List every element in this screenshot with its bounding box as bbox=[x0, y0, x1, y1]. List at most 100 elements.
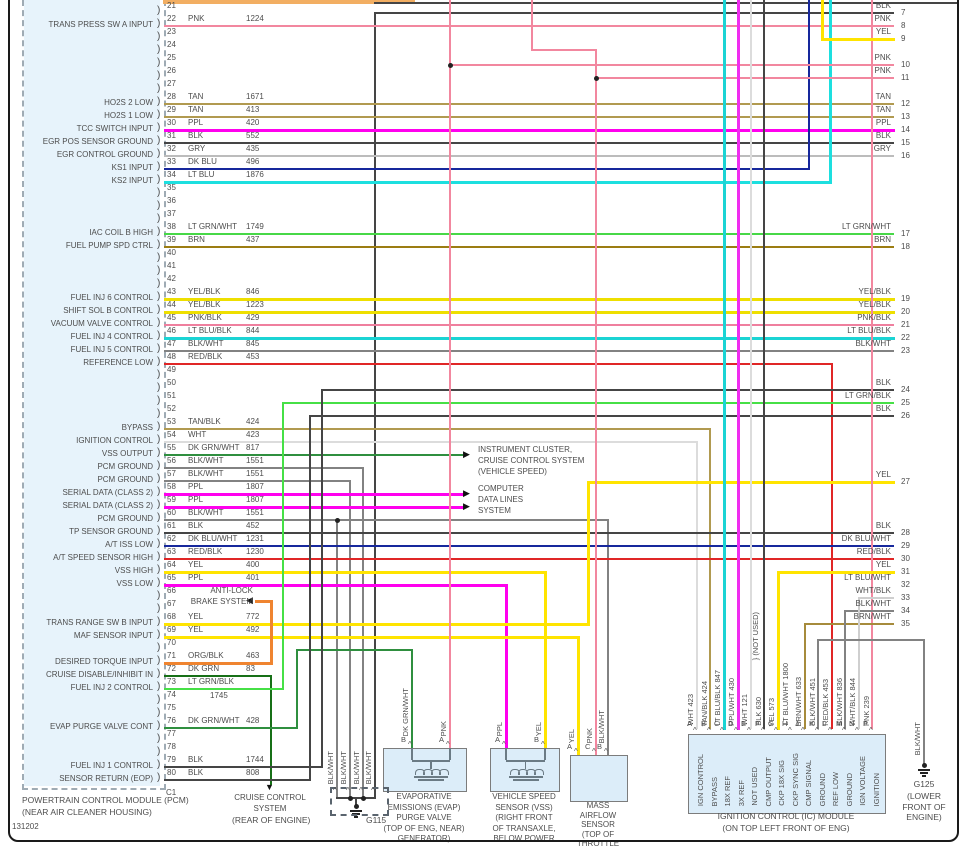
ic-pin-chevron: ^ bbox=[801, 726, 805, 735]
pin-bracket: ) bbox=[157, 317, 161, 328]
evap-purge-valve-pin-letter: A bbox=[439, 735, 445, 744]
wire-pin45-pnkblk-429 bbox=[164, 324, 894, 326]
wire-circuit-label: 429 bbox=[246, 313, 260, 322]
junction-dot bbox=[447, 62, 453, 68]
pin-bracket: ) bbox=[157, 577, 161, 588]
edge-wire-number: 19 bbox=[901, 294, 910, 303]
pin-number: 60 bbox=[167, 508, 176, 517]
wire-ic-m-blkwht-836 bbox=[844, 610, 846, 729]
ground-icon bbox=[350, 810, 362, 812]
wire-color-label: BLK/WHT bbox=[188, 469, 224, 478]
ic-pin-chevron: ^ bbox=[855, 726, 859, 735]
wire-pin58-ppl-1807 bbox=[163, 492, 464, 496]
wire-ic-m-blkwht-836 bbox=[844, 610, 894, 612]
edge-wire-color: LT BLU/WHT bbox=[844, 573, 891, 582]
wire-pin73-ltgrnblk-1745 bbox=[164, 688, 284, 690]
computer-data-lines-callout: DATA LINES bbox=[478, 495, 524, 504]
wire-pin76-dkgrnwht-428 bbox=[164, 727, 298, 729]
edge-wire-number: 34 bbox=[901, 606, 910, 615]
wire-ic-k-blkwht-451-g125 bbox=[817, 639, 925, 641]
wire-pin31-blk-552 bbox=[164, 142, 894, 144]
wire-ic-k-blkwht-451-g125 bbox=[923, 639, 925, 765]
ic-caption-1: IGNITION CONTROL (IC) MODULE bbox=[717, 811, 855, 821]
wire-circuit-label: 1551 bbox=[246, 456, 264, 465]
pin-number: 70 bbox=[167, 638, 176, 647]
pin-number: 63 bbox=[167, 547, 176, 556]
pin-number: 77 bbox=[167, 729, 176, 738]
pin-bracket: ) bbox=[157, 486, 161, 497]
wire-pin46-ltblublk-844 bbox=[163, 336, 895, 340]
pin-bracket: ) bbox=[157, 174, 161, 185]
pin-number: 71 bbox=[167, 651, 176, 660]
pin-bracket: ) bbox=[157, 603, 161, 614]
edge-wire-color: PNK/BLK bbox=[857, 313, 891, 322]
ic-pin-chevron: ^ bbox=[842, 726, 846, 735]
wire-pin22-pnk-1224 bbox=[164, 25, 894, 27]
ic-pin-function: CMP SIGNAL bbox=[804, 759, 813, 806]
evap-purge-valve-stub bbox=[449, 748, 451, 760]
wire-pin56-blkwht-1551 bbox=[164, 467, 364, 469]
edge-wire-number: 11 bbox=[901, 73, 910, 82]
g115-wire-tag: BLK/WHT bbox=[326, 750, 335, 784]
wire-ic-g-yel-573 bbox=[776, 570, 780, 730]
pin-number: 45 bbox=[167, 313, 176, 322]
ic-pin-letter: B bbox=[701, 719, 707, 728]
edge-wire-color: DK BLU/WHT bbox=[841, 534, 891, 543]
pcm-pin-label: TP SENSOR GROUND bbox=[69, 527, 153, 536]
wire-circuit-label: 1224 bbox=[246, 14, 264, 23]
g115-chevron: ^ bbox=[359, 786, 363, 795]
ic-wire-tag: BLK/WHT 836 bbox=[835, 678, 844, 726]
pcm-battery-label: BATTERY bbox=[117, 0, 153, 2]
pin-bracket: ) bbox=[157, 187, 161, 198]
edge-wire-number: 7 bbox=[901, 8, 906, 17]
pin-bracket: ) bbox=[157, 746, 161, 757]
ic-pin-function: CKP SYNC SIG bbox=[791, 752, 800, 806]
edge-wire-color: BLK bbox=[875, 378, 891, 387]
g125-location: FRONT OF bbox=[902, 801, 946, 812]
pcm-pin-label: SENSOR RETURN (EOP) bbox=[59, 774, 153, 783]
pcm-caption-2: (NEAR AIR CLEANER HOUSING) bbox=[22, 807, 152, 817]
pin-number: 30 bbox=[167, 118, 176, 127]
wire-circuit-label: 846 bbox=[246, 287, 260, 296]
pin-number: 31 bbox=[167, 131, 176, 140]
ic-pin-chevron: ^ bbox=[815, 726, 819, 735]
ground-dot bbox=[921, 763, 927, 768]
pin-bracket: ) bbox=[157, 629, 161, 640]
pin-number: 64 bbox=[167, 560, 176, 569]
callout-arrow-icon: ▼ bbox=[265, 782, 274, 792]
wire-color-label: YEL bbox=[188, 612, 204, 621]
wire-ic-c-ltblublk-847 bbox=[722, 0, 726, 730]
wire-color-label: YEL/BLK bbox=[188, 287, 221, 296]
edge-wire-number: 22 bbox=[901, 333, 910, 342]
wire-pin65-ppl-401 bbox=[504, 583, 508, 750]
pin-bracket: ) bbox=[157, 551, 161, 562]
wire-circuit-label: 1744 bbox=[246, 755, 264, 764]
wire-ic-f-blk-630 bbox=[763, 0, 765, 729]
maf-caption: AIRFLOW bbox=[579, 810, 617, 820]
wire-color-label: DK BLU bbox=[188, 157, 217, 166]
antilock-callout: BRAKE SYSTEM bbox=[190, 597, 253, 606]
wire-circuit-label: 1807 bbox=[246, 495, 264, 504]
pcm-pin-label: EGR CONTROL GROUND bbox=[56, 150, 153, 159]
wire-circuit-label: 772 bbox=[246, 612, 260, 621]
wire-ic-n-whtblk-844 bbox=[858, 597, 894, 599]
pin-number: 23 bbox=[167, 27, 176, 36]
pin-number: 49 bbox=[167, 365, 176, 374]
edge-wire-number: 14 bbox=[901, 125, 910, 134]
pin-number: 65 bbox=[167, 573, 176, 582]
pcm-module-box bbox=[22, 0, 166, 790]
ic-pin-function: GROUND bbox=[845, 772, 854, 806]
pin-bracket: ) bbox=[157, 83, 161, 94]
edge-wire-color: LT GRN/WHT bbox=[841, 222, 891, 231]
vehicle-speed-sensor-core2 bbox=[512, 779, 539, 781]
junction-dot bbox=[593, 75, 599, 81]
wire-pin53-tanblk-424 bbox=[164, 428, 711, 430]
pin-number: 36 bbox=[167, 196, 176, 205]
pin-bracket: ) bbox=[157, 109, 161, 120]
pin-bracket: ) bbox=[157, 512, 161, 523]
wire-pin68-yel-772 bbox=[586, 480, 590, 626]
edge-wire-number: 12 bbox=[901, 99, 910, 108]
pin-number: 46 bbox=[167, 326, 176, 335]
ic-pin-chevron: ^ bbox=[693, 726, 697, 735]
